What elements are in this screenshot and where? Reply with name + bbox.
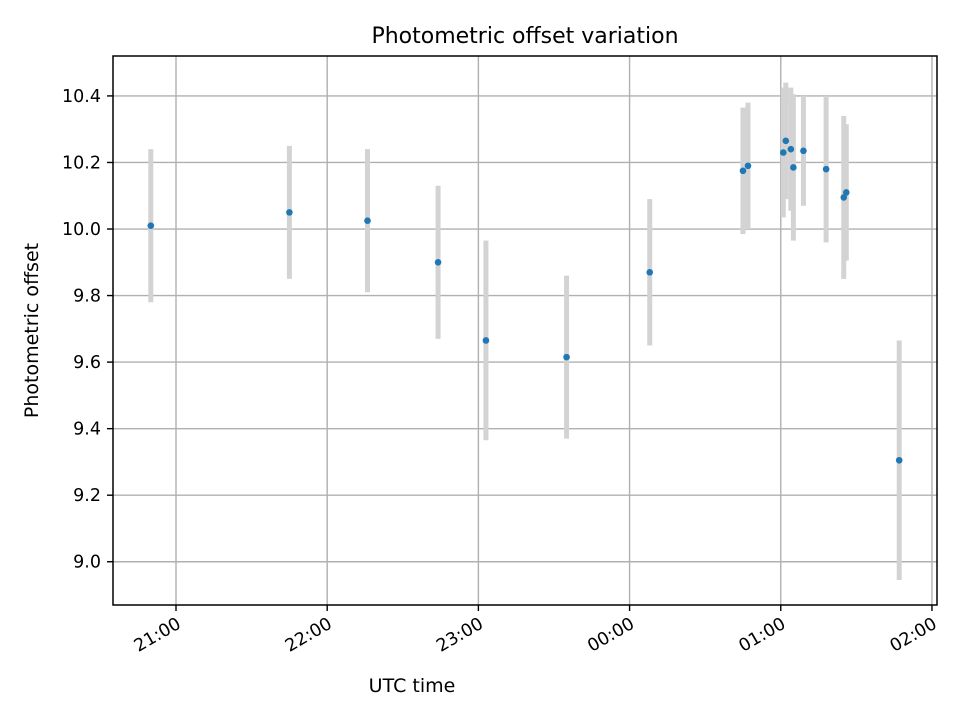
data-point — [364, 217, 371, 224]
data-point — [563, 353, 570, 361]
data-point — [895, 456, 903, 464]
grid — [113, 56, 937, 605]
data-point — [800, 147, 807, 155]
data-point — [779, 149, 787, 156]
y-tick-label: 10.2 — [62, 153, 101, 173]
x-tick-label: 23:00 — [433, 614, 487, 657]
data-point — [646, 268, 654, 276]
y-tick-label: 9.0 — [73, 553, 101, 573]
data-point — [739, 167, 747, 175]
y-axis-ticks: 9.0 9.2 9.4 9.6 9.8 10.0 10.2 10.4 — [62, 87, 113, 573]
x-axis-ticks: 21:00 22:00 23:00 00:00 01:00 02:00 — [131, 605, 941, 657]
x-axis-label: UTC time — [369, 675, 456, 697]
y-tick-label: 10.4 — [62, 87, 101, 107]
x-tick-label: 21:00 — [131, 614, 185, 657]
x-tick-label: 02:00 — [887, 614, 941, 657]
x-tick-label: 01:00 — [736, 614, 790, 657]
data-point — [842, 189, 850, 196]
plot-frame — [112, 55, 938, 606]
data-point — [744, 162, 752, 170]
y-tick-label: 10.0 — [62, 220, 101, 240]
y-tick-label: 9.8 — [73, 287, 101, 307]
data-point — [147, 222, 155, 229]
x-tick-label: 00:00 — [584, 614, 638, 657]
data-point — [434, 258, 442, 266]
data-point — [286, 209, 293, 216]
data-point — [840, 194, 848, 201]
y-tick-label: 9.4 — [73, 420, 101, 440]
y-tick-label: 9.6 — [73, 353, 101, 373]
chart-title: Photometric offset variation — [371, 24, 678, 49]
data-point — [782, 137, 790, 145]
data-point — [482, 337, 490, 344]
data-point — [787, 145, 795, 153]
y-tick-label: 9.2 — [73, 486, 101, 506]
data-points — [147, 137, 903, 464]
data-point — [790, 164, 797, 171]
error-bars — [148, 82, 902, 581]
data-point — [822, 165, 830, 173]
x-tick-label: 22:00 — [282, 614, 336, 657]
y-axis-label: Photometric offset — [21, 243, 43, 418]
